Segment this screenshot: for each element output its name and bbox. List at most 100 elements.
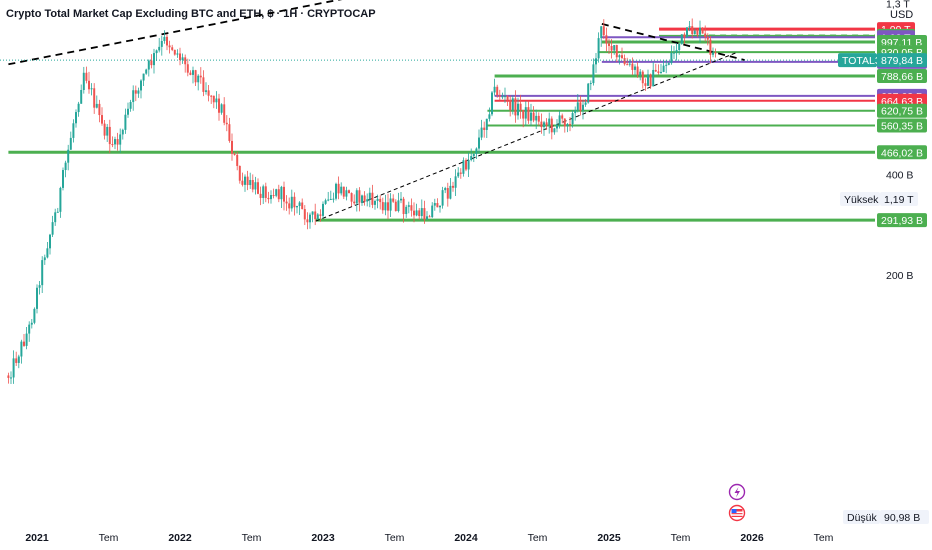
candle-body: [72, 123, 75, 138]
candle-body: [348, 190, 350, 194]
high-value-badge-box[interactable]: [880, 192, 918, 206]
candle-body: [327, 199, 330, 201]
candle-body: [77, 103, 80, 113]
candle-body: [415, 210, 418, 216]
flag-stripe-white: [731, 511, 743, 514]
low-label-badge-box[interactable]: [843, 510, 880, 524]
candle-body: [236, 154, 239, 166]
candle-body: [62, 170, 64, 188]
level-price-badge: 620,75 B: [881, 106, 923, 118]
candle-body: [537, 115, 540, 122]
candle-body: [431, 205, 434, 218]
candle-body: [527, 107, 530, 121]
level-price-badge: 560,35 B: [881, 121, 923, 133]
candle-body: [688, 26, 691, 28]
candle-body: [293, 196, 296, 208]
candle-body: [202, 77, 205, 92]
candle-body: [582, 104, 584, 111]
candle-body: [20, 341, 23, 357]
candle-body: [517, 103, 519, 116]
candle-body: [249, 179, 252, 186]
level-price-badge-box[interactable]: [877, 118, 927, 133]
x-tick-label: Tem: [242, 532, 262, 544]
candle-body: [472, 153, 475, 157]
candle-body: [706, 37, 709, 40]
candle-body: [277, 189, 280, 200]
candle-body: [25, 333, 28, 346]
candle-body: [480, 127, 483, 138]
candle-body: [426, 216, 428, 220]
x-tick-label: Tem: [814, 532, 834, 544]
candle-body: [150, 60, 153, 66]
candle-body: [576, 102, 579, 111]
level-price-badge-box[interactable]: [877, 69, 927, 84]
x-tick-label: Tem: [99, 532, 119, 544]
candle-body: [392, 198, 395, 202]
candle-body: [298, 202, 301, 207]
candle-body: [389, 198, 392, 211]
current-price-badge-box[interactable]: [877, 53, 927, 68]
level-price-badge: 466,02 B: [881, 147, 923, 159]
level-price-badge-box[interactable]: [877, 103, 927, 118]
candle-body: [103, 123, 106, 136]
candle-body: [566, 123, 569, 127]
candle-body: [470, 156, 473, 161]
candle-body: [147, 60, 150, 70]
candle-body: [556, 124, 558, 129]
level-price-badge: 291,93 B: [881, 215, 923, 227]
candle-body: [12, 358, 15, 378]
candle-body: [483, 127, 486, 130]
candle-body: [394, 201, 397, 212]
flag-canton: [731, 509, 737, 513]
x-tick-label: 2026: [740, 532, 764, 544]
level-price-badge-box[interactable]: [877, 145, 927, 160]
candle-body: [641, 71, 644, 84]
candle-body: [485, 118, 488, 130]
candle-body: [615, 45, 618, 58]
candle-body: [675, 50, 678, 53]
candle-body: [106, 126, 109, 136]
y-tick-label: 1,3 T: [886, 0, 910, 11]
candle-body: [10, 377, 12, 379]
candle-body: [712, 52, 714, 55]
level-price-badge: 788,66 B: [881, 71, 923, 83]
candle-body: [176, 53, 179, 55]
candle-body: [509, 99, 512, 110]
level-price-badge-box[interactable]: [877, 213, 927, 228]
trendline[interactable]: [601, 22, 746, 61]
candle-body: [231, 140, 233, 154]
candle-body: [574, 110, 577, 114]
candle-body: [342, 186, 345, 197]
candle-body: [93, 88, 96, 108]
trendline[interactable]: [315, 51, 738, 222]
trendline[interactable]: [8, 0, 759, 66]
candle-body: [82, 72, 85, 91]
currency-label[interactable]: USD: [890, 9, 914, 21]
candle-body: [397, 200, 400, 212]
candle-body: [246, 176, 249, 186]
candle-body: [493, 86, 496, 93]
candle-body: [423, 208, 426, 220]
candle-body: [418, 210, 421, 217]
candle-body: [662, 65, 665, 72]
candle-body: [631, 63, 634, 70]
candle-body: [95, 103, 98, 108]
candle-body: [376, 198, 379, 201]
symbol-badge-box[interactable]: [838, 53, 877, 68]
candle-body: [15, 358, 18, 363]
candle-body: [329, 198, 332, 200]
candle-body: [98, 103, 101, 116]
candle-body: [220, 104, 223, 113]
candle-body: [46, 248, 49, 258]
low-value-badge-box[interactable]: [880, 510, 929, 524]
current-price-badge: 879,84 B: [881, 55, 923, 67]
candle-body: [670, 52, 673, 64]
candle-body: [496, 86, 499, 96]
candle-body: [194, 70, 197, 83]
candle-body: [371, 192, 374, 205]
candle-body: [272, 195, 275, 197]
high-label-badge-box[interactable]: [840, 192, 880, 206]
candle-body: [306, 219, 309, 223]
